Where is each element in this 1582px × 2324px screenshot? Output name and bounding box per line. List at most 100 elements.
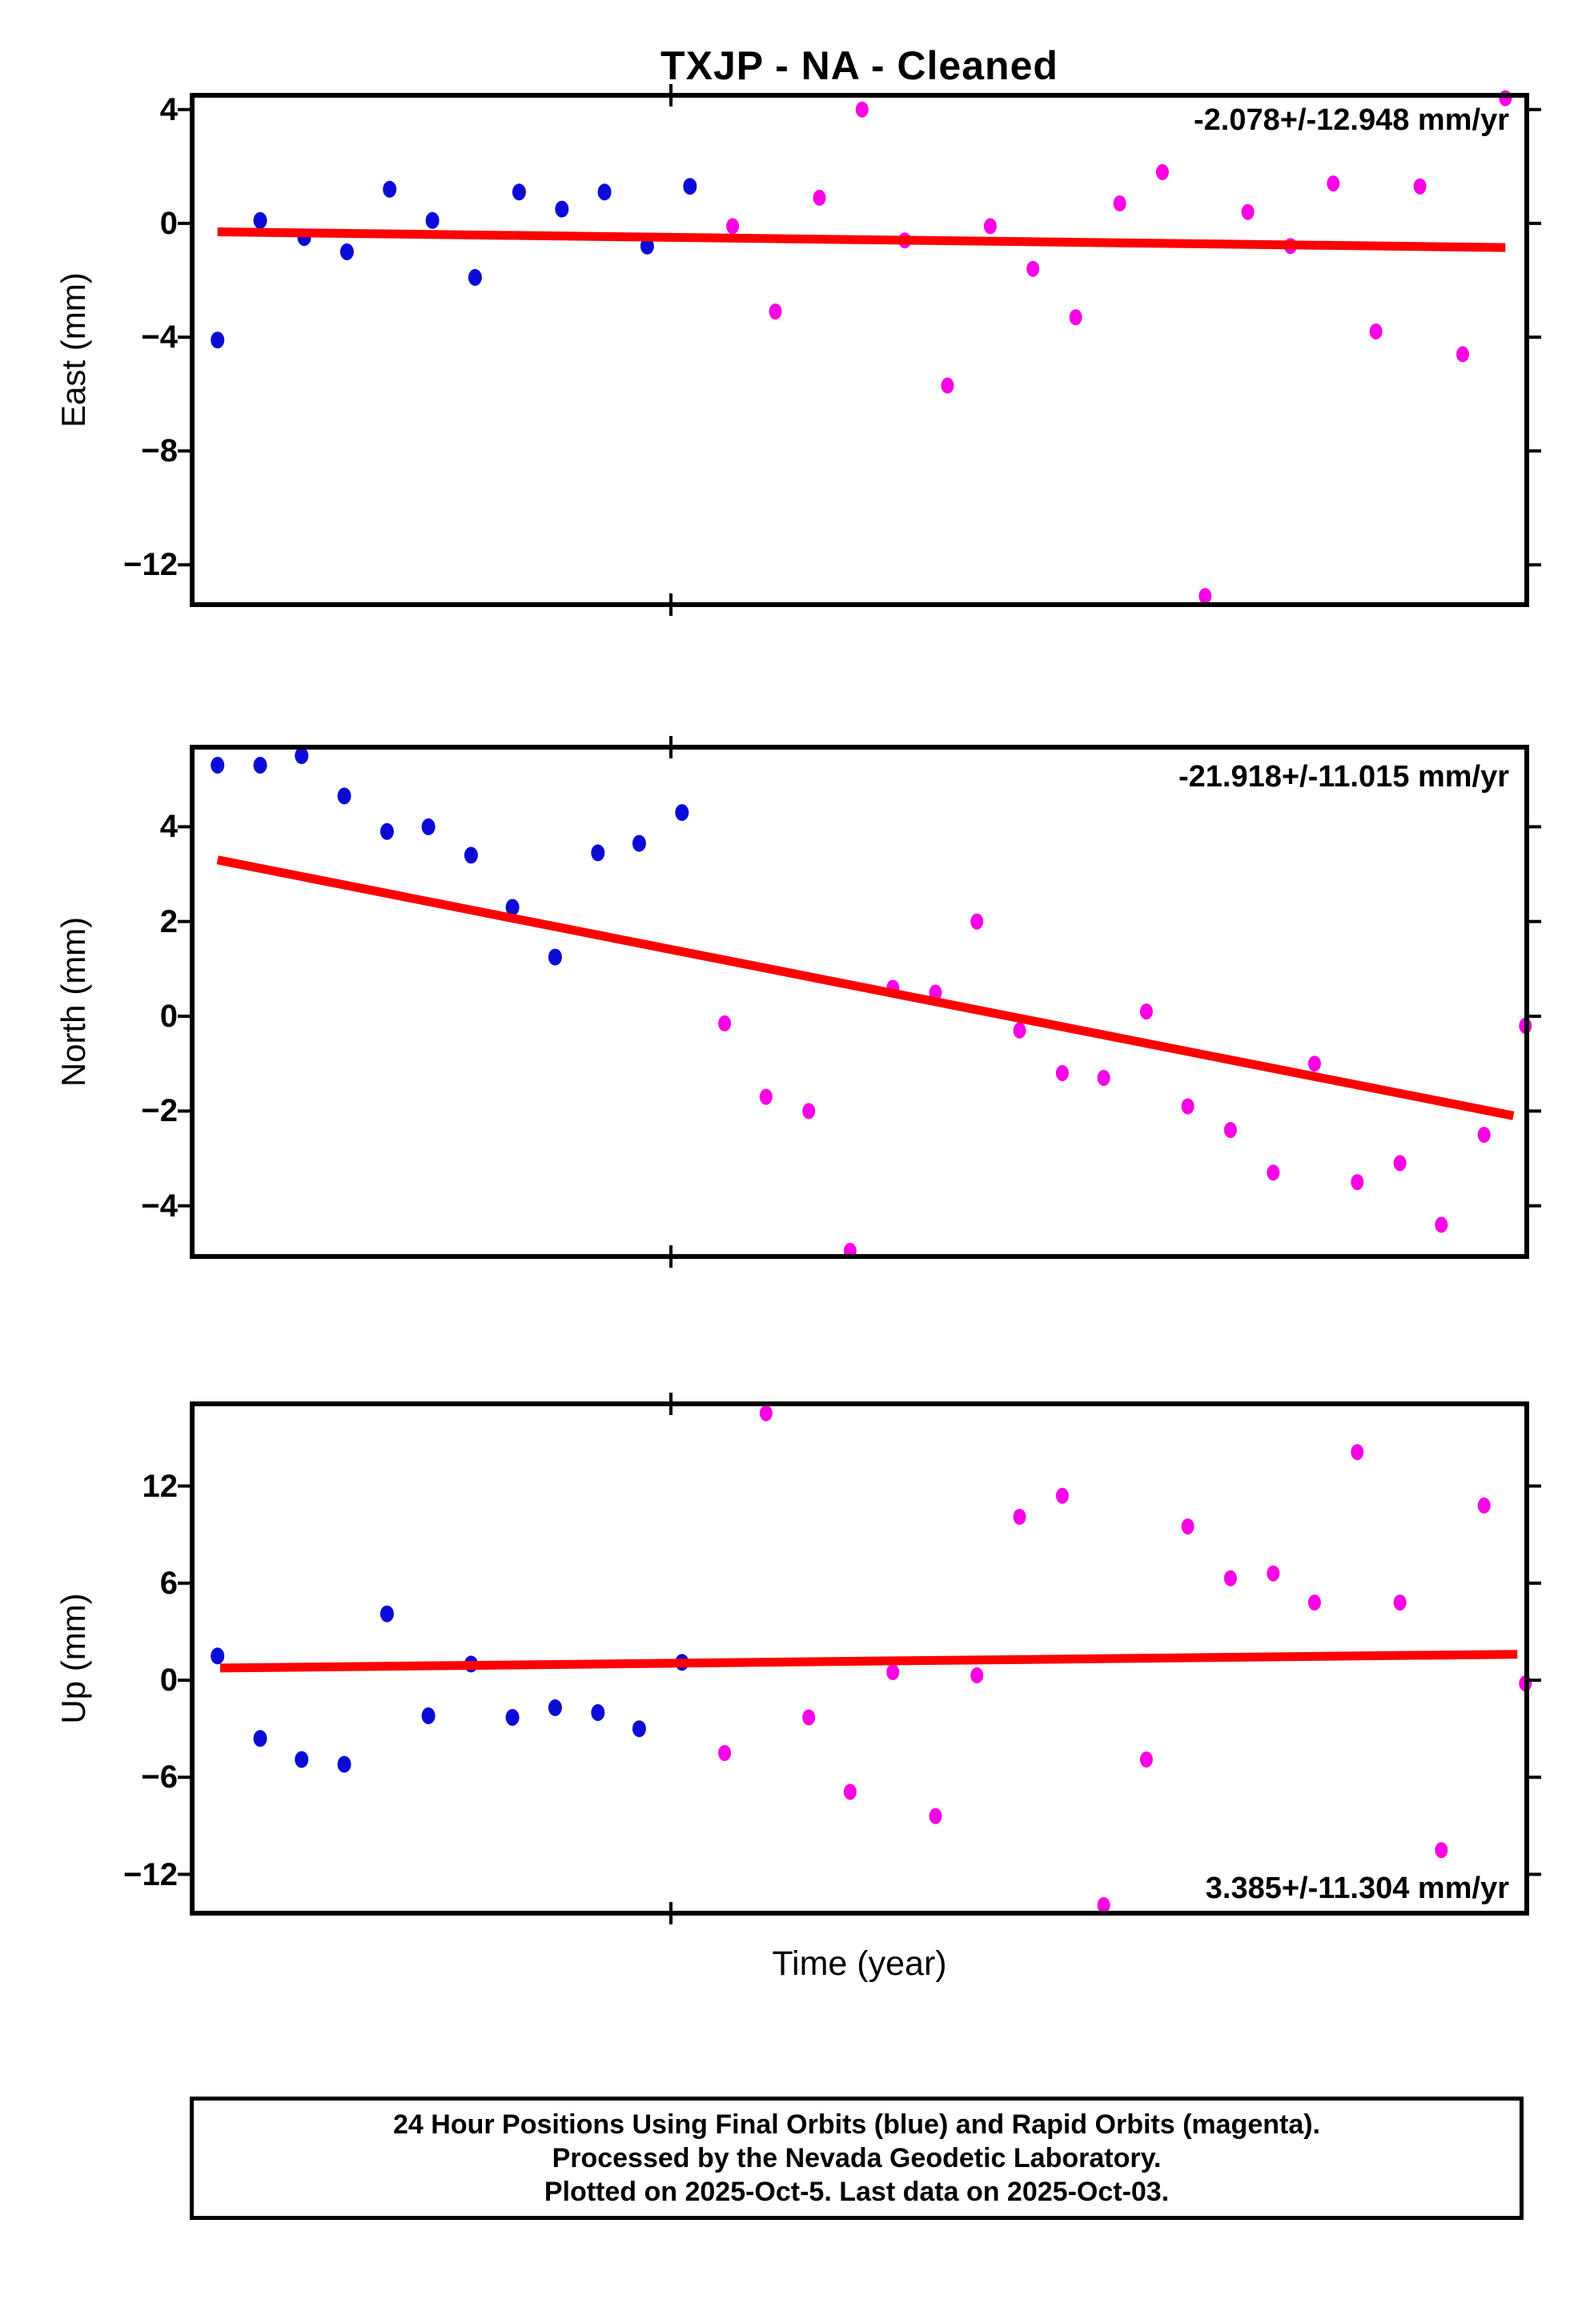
data-point-final-orbit [295, 1751, 309, 1768]
data-point-rapid-orbit [1435, 1216, 1448, 1233]
data-point-final-orbit [555, 200, 569, 218]
data-point-rapid-orbit [1351, 1444, 1364, 1461]
data-point-final-orbit [211, 332, 225, 349]
data-point-rapid-orbit [1181, 1098, 1195, 1115]
data-point-rapid-orbit [1097, 1070, 1110, 1086]
data-point-final-orbit [425, 211, 440, 229]
data-point-final-orbit [512, 183, 526, 201]
data-point-final-orbit [548, 948, 562, 966]
data-point-rapid-orbit [1139, 1751, 1153, 1768]
data-point-final-orbit [591, 844, 605, 862]
y-tick-label: −8 [141, 433, 178, 469]
data-point-rapid-orbit [1069, 309, 1082, 326]
data-point-final-orbit [211, 1647, 225, 1665]
data-point-rapid-orbit [1267, 1164, 1280, 1181]
panel-border [190, 93, 1529, 607]
data-point-rapid-orbit [802, 1103, 816, 1120]
data-point-final-orbit [383, 180, 397, 198]
y-tick-label: −6 [141, 1759, 178, 1795]
y-tick-label: −4 [141, 1188, 178, 1224]
panel-border [190, 745, 1529, 1259]
data-point-rapid-orbit [1307, 1055, 1321, 1072]
data-point-rapid-orbit [1181, 1518, 1195, 1535]
data-point-rapid-orbit [759, 1088, 773, 1105]
caption-box: 24 Hour Positions Using Final Orbits (bl… [190, 2097, 1524, 2220]
data-point-rapid-orbit [1241, 203, 1255, 220]
data-point-rapid-orbit [886, 1664, 900, 1680]
data-point-rapid-orbit [1456, 346, 1469, 363]
data-point-rapid-orbit [1477, 1497, 1491, 1514]
data-point-rapid-orbit [1013, 1022, 1026, 1039]
trend-rate-label-north: -21.918+/-11.015 mm/yr [1178, 760, 1509, 794]
data-point-final-orbit [464, 846, 478, 864]
data-point-rapid-orbit [941, 377, 954, 394]
data-point-rapid-orbit [726, 218, 740, 235]
data-point-rapid-orbit [1199, 588, 1212, 605]
panel-border [190, 1401, 1529, 1916]
data-point-final-orbit [339, 243, 354, 260]
data-point-rapid-orbit [843, 1783, 857, 1800]
data-point-rapid-orbit [970, 913, 984, 930]
caption-line-plotted: Plotted on 2025-Oct-5. Last data on 2025… [544, 2177, 1170, 2207]
data-point-final-orbit [211, 757, 225, 774]
y-tick-label: −12 [123, 1856, 178, 1892]
data-point-final-orbit [379, 822, 394, 840]
data-point-rapid-orbit [1026, 260, 1040, 277]
data-point-final-orbit [295, 747, 309, 765]
data-point-rapid-orbit [1413, 178, 1427, 195]
data-point-rapid-orbit [718, 1745, 732, 1761]
caption-line-processed: Processed by the Nevada Geodetic Laborat… [552, 2143, 1162, 2173]
data-point-rapid-orbit [1307, 1594, 1321, 1611]
data-point-final-orbit [505, 899, 520, 916]
y-tick-label: 0 [159, 999, 178, 1035]
data-point-rapid-orbit [802, 1709, 816, 1726]
data-point-rapid-orbit [718, 1015, 732, 1031]
data-point-rapid-orbit [983, 218, 997, 235]
data-point-rapid-orbit [1267, 1565, 1280, 1582]
data-point-rapid-orbit [1393, 1155, 1407, 1172]
y-tick-label: 0 [159, 205, 178, 241]
data-point-rapid-orbit [1223, 1122, 1237, 1138]
trend-line [219, 1650, 1518, 1673]
data-point-rapid-orbit [769, 304, 782, 320]
data-point-final-orbit [253, 1730, 267, 1747]
data-point-rapid-orbit [813, 189, 826, 206]
data-point-rapid-orbit [855, 101, 869, 118]
trend-rate-label-up: 3.385+/-11.304 mm/yr [1205, 1872, 1509, 1905]
data-point-rapid-orbit [1351, 1174, 1364, 1191]
trend-line [217, 227, 1506, 252]
data-point-rapid-orbit [1369, 323, 1383, 340]
data-point-rapid-orbit [1097, 1896, 1110, 1913]
data-point-rapid-orbit [1155, 163, 1169, 180]
data-point-rapid-orbit [1055, 1065, 1069, 1081]
data-point-final-orbit [421, 1707, 436, 1724]
data-point-final-orbit [421, 818, 436, 835]
data-point-rapid-orbit [1393, 1594, 1407, 1611]
data-point-final-orbit [597, 183, 612, 201]
data-point-final-orbit [337, 787, 351, 805]
y-tick-label: 0 [159, 1663, 178, 1699]
data-point-rapid-orbit [1435, 1842, 1448, 1859]
data-point-rapid-orbit [1223, 1570, 1237, 1586]
trend-rate-label-east: -2.078+/-12.948 mm/yr [1194, 103, 1509, 137]
y-tick-label: 4 [159, 91, 178, 127]
data-point-rapid-orbit [1055, 1487, 1069, 1504]
data-point-rapid-orbit [1477, 1127, 1491, 1143]
data-point-final-orbit [505, 1709, 520, 1726]
data-point-rapid-orbit [929, 1807, 942, 1824]
y-tick-label: 4 [159, 809, 178, 845]
data-point-final-orbit [379, 1605, 394, 1622]
data-point-final-orbit [675, 804, 689, 822]
y-tick-label: −4 [141, 320, 178, 355]
data-point-final-orbit [632, 834, 646, 852]
data-point-final-orbit [337, 1755, 351, 1773]
x-axis-title: Time (year) [772, 1944, 947, 1983]
data-point-final-orbit [253, 757, 267, 774]
data-point-final-orbit [548, 1699, 562, 1716]
data-point-final-orbit [468, 268, 482, 286]
data-point-rapid-orbit [1013, 1509, 1026, 1525]
y-tick-label: −2 [141, 1093, 178, 1129]
data-point-rapid-orbit [1139, 1003, 1153, 1020]
